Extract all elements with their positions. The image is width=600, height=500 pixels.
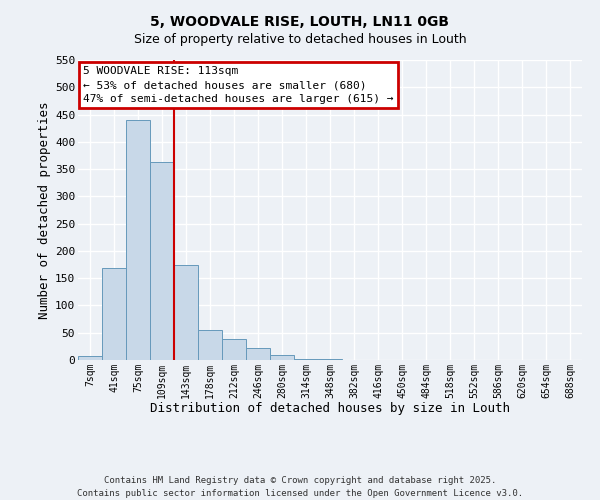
Bar — [294, 359, 318, 360]
Bar — [126, 120, 150, 360]
X-axis label: Distribution of detached houses by size in Louth: Distribution of detached houses by size … — [150, 402, 510, 415]
Y-axis label: Number of detached properties: Number of detached properties — [38, 101, 51, 319]
Text: 5 WOODVALE RISE: 113sqm
← 53% of detached houses are smaller (680)
47% of semi-d: 5 WOODVALE RISE: 113sqm ← 53% of detache… — [83, 66, 394, 104]
Bar — [270, 354, 294, 360]
Text: Contains HM Land Registry data © Crown copyright and database right 2025.
Contai: Contains HM Land Registry data © Crown c… — [77, 476, 523, 498]
Bar — [198, 330, 222, 360]
Bar — [102, 268, 126, 360]
Bar — [174, 264, 198, 360]
Bar — [222, 338, 246, 360]
Bar — [150, 162, 174, 360]
Bar — [246, 348, 270, 360]
Bar — [78, 356, 102, 360]
Text: Size of property relative to detached houses in Louth: Size of property relative to detached ho… — [134, 32, 466, 46]
Text: 5, WOODVALE RISE, LOUTH, LN11 0GB: 5, WOODVALE RISE, LOUTH, LN11 0GB — [151, 15, 449, 29]
